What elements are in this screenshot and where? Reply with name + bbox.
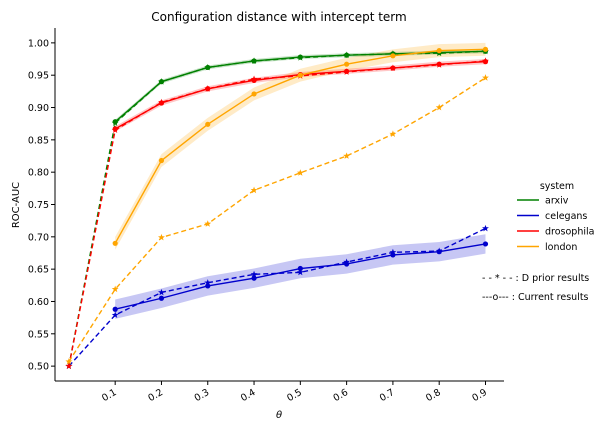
- current-point-celegans: [297, 265, 303, 272]
- legend-label-celegans: celegans: [545, 211, 587, 222]
- prior-line-london: [68, 77, 486, 362]
- current-point-london: [112, 240, 118, 246]
- y-tick-label: 0.90: [28, 103, 49, 114]
- y-tick-label: 1.00: [28, 38, 49, 49]
- current-point-london: [344, 61, 350, 67]
- prior-point-celegans: [158, 288, 165, 296]
- current-point-drosophila: [344, 68, 350, 74]
- current-point-arxiv: [112, 119, 118, 125]
- current-point-celegans: [482, 241, 489, 247]
- current-point-london: [205, 121, 211, 127]
- current-point-arxiv: [297, 54, 303, 60]
- prior-point-celegans: [482, 224, 489, 232]
- x-tick-label: 0.7: [378, 387, 397, 404]
- current-point-celegans: [112, 306, 118, 312]
- current-point-london: [390, 53, 396, 59]
- prior-point-london: [158, 233, 165, 241]
- y-tick-label: 0.95: [28, 71, 49, 82]
- y-tick-label: 0.80: [28, 168, 49, 179]
- current-point-drosophila: [158, 100, 165, 106]
- chart-title: Configuration distance with intercept te…: [151, 10, 406, 24]
- prior-point-drosophila: [65, 362, 73, 370]
- x-tick-label: 0.1: [100, 387, 119, 404]
- prior-point-london: [204, 220, 212, 227]
- current-point-arxiv: [158, 79, 165, 85]
- current-point-drosophila: [436, 61, 442, 67]
- legend-label-london: london: [545, 242, 577, 253]
- series-lines: [68, 48, 486, 367]
- prior-point-celegans: [389, 248, 397, 256]
- x-tick-label: 0.3: [193, 387, 212, 404]
- prior-point-london: [482, 74, 489, 81]
- current-point-drosophila: [482, 59, 489, 65]
- legend: system arxiv celegans drosophila london: [517, 181, 594, 253]
- y-tick-label: 0.75: [28, 200, 49, 211]
- prior-point-london: [250, 186, 258, 194]
- current-point-arxiv: [251, 58, 257, 64]
- prior-point-london: [296, 169, 304, 176]
- current-point-london: [482, 46, 489, 52]
- prior-point-celegans: [296, 268, 304, 276]
- x-tick-label: 0.9: [470, 387, 489, 404]
- prior-point-celegans: [250, 270, 258, 278]
- prior-point-london: [65, 358, 73, 365]
- current-point-drosophila: [390, 65, 396, 71]
- current-point-london: [251, 91, 257, 97]
- prior-line-celegans: [68, 227, 486, 367]
- x-tick-label: 0.4: [239, 387, 258, 404]
- x-tick-label: 0.2: [146, 387, 165, 404]
- prior-point-london: [343, 152, 351, 159]
- y-tick-label: 0.60: [28, 297, 49, 308]
- prior-point-london: [111, 285, 119, 293]
- current-point-london: [297, 72, 303, 78]
- x-tick-label: 0.6: [332, 387, 351, 404]
- y-axis-label: ROC-AUC: [11, 182, 22, 228]
- band-celegans: [115, 234, 486, 319]
- y-tick-label: 0.55: [28, 329, 49, 340]
- note-prior-results: - - * - - : D prior results: [482, 273, 589, 284]
- x-axis-label: θ: [276, 410, 282, 421]
- current-point-celegans: [205, 283, 211, 289]
- current-point-drosophila: [205, 86, 211, 92]
- y-tick-label: 0.65: [28, 265, 49, 276]
- x-tick-label: 0.8: [424, 387, 443, 404]
- current-line-arxiv: [114, 50, 486, 123]
- prior-point-celegans: [204, 279, 212, 286]
- current-point-london: [436, 48, 442, 54]
- legend-label-drosophila: drosophila: [545, 227, 594, 238]
- x-tick-label: 0.5: [285, 387, 304, 404]
- current-point-celegans: [158, 295, 165, 301]
- current-point-celegans: [436, 249, 442, 255]
- y-ticks: 0.50 0.55 0.60 0.65 0.70 0.75 0.80 0.85 0.90 0.95…: [28, 38, 55, 373]
- y-tick-label: 0.85: [28, 135, 49, 146]
- note-current-results: ---o--- : Current results: [482, 292, 589, 303]
- current-point-drosophila: [251, 77, 257, 83]
- prior-point-celegans: [111, 311, 119, 318]
- series-markers: [65, 46, 489, 370]
- prior-point-london: [389, 130, 397, 137]
- x-ticks: 0.1 0.2 0.3 0.4 0.5 0.6 0.7 0.8 0.9: [100, 381, 489, 404]
- current-point-celegans: [344, 261, 350, 267]
- current-point-london: [158, 157, 165, 164]
- prior-point-london: [435, 103, 443, 111]
- confidence-bands: [115, 42, 486, 319]
- current-point-celegans: [251, 275, 257, 281]
- band-arxiv: [115, 49, 486, 124]
- y-tick-label: 0.50: [28, 362, 49, 373]
- y-tick-label: 0.70: [28, 232, 49, 243]
- current-point-arxiv: [344, 52, 350, 58]
- current-point-celegans: [390, 252, 396, 258]
- legend-title: system: [540, 181, 574, 192]
- current-point-drosophila: [112, 126, 118, 132]
- legend-label-arxiv: arxiv: [545, 196, 569, 207]
- current-point-arxiv: [205, 64, 211, 71]
